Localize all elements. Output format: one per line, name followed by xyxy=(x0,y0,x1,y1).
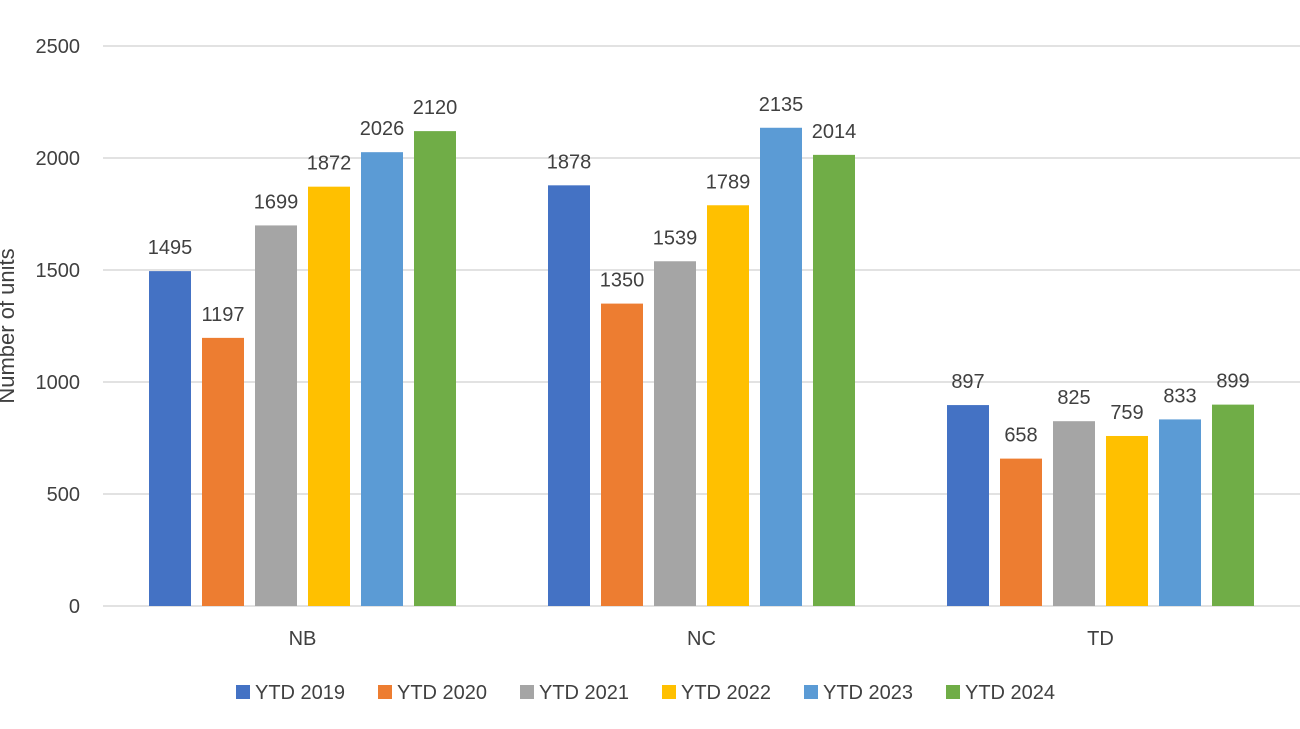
legend-label: YTD 2023 xyxy=(823,682,913,704)
data-labels: 1495 1197 1699 1872 2026 2120 1878 1350 1539 1789… xyxy=(148,94,1250,447)
y-tick-label: 1000 xyxy=(36,372,81,394)
data-label: 1699 xyxy=(254,191,299,213)
bar-td-ytd-2021 xyxy=(1053,421,1095,606)
legend-item: YTD 2019 xyxy=(236,682,345,704)
data-label: 897 xyxy=(951,371,984,393)
y-axis-label: Number of units xyxy=(0,248,19,403)
legend-swatch xyxy=(378,685,392,699)
gridlines xyxy=(103,45,1300,607)
data-label: 2120 xyxy=(413,97,458,119)
bar-td-ytd-2023 xyxy=(1159,419,1201,606)
legend-item: YTD 2023 xyxy=(804,682,913,704)
data-label: 899 xyxy=(1216,371,1249,393)
bar-nc-ytd-2019 xyxy=(548,185,590,606)
bar-nc-ytd-2024 xyxy=(813,154,855,606)
bar-nc-ytd-2022 xyxy=(707,205,749,606)
legend-item: YTD 2022 xyxy=(662,682,771,704)
legend-swatch xyxy=(520,685,534,699)
data-label: 1872 xyxy=(307,153,352,175)
legend-label: YTD 2024 xyxy=(965,682,1055,704)
legend-swatch xyxy=(236,685,250,699)
bar-td-ytd-2022 xyxy=(1106,435,1148,606)
bar-nb-ytd-2021 xyxy=(255,225,297,606)
x-category-label: TD xyxy=(1087,628,1114,650)
bar-nb-ytd-2022 xyxy=(308,186,350,606)
bars xyxy=(149,127,1254,606)
y-tick-label: 500 xyxy=(47,484,80,506)
data-label: 2135 xyxy=(759,94,804,116)
bar-nc-ytd-2021 xyxy=(654,261,696,606)
data-label: 1197 xyxy=(201,304,244,326)
x-axis-categories: NB NC TD xyxy=(289,628,1114,650)
bar-nc-ytd-2020 xyxy=(601,303,643,606)
y-tick-label: 0 xyxy=(69,596,80,618)
bar-td-ytd-2019 xyxy=(947,405,989,606)
x-category-label: NC xyxy=(687,628,716,650)
legend: YTD 2019 YTD 2020 YTD 2021 YTD 2022 YTD 2023… xyxy=(236,682,1055,704)
data-label: 1789 xyxy=(706,171,751,193)
legend-swatch xyxy=(946,685,960,699)
data-label: 658 xyxy=(1004,425,1037,447)
data-label: 2026 xyxy=(360,118,405,140)
legend-item: YTD 2024 xyxy=(946,682,1055,704)
bar-td-ytd-2024 xyxy=(1212,404,1254,606)
legend-swatch xyxy=(804,685,818,699)
data-label: 759 xyxy=(1110,402,1143,424)
y-tick-label: 1500 xyxy=(36,260,81,282)
data-label: 1495 xyxy=(148,237,193,259)
legend-item: YTD 2020 xyxy=(378,682,487,704)
data-label: 825 xyxy=(1057,387,1090,409)
data-label: 833 xyxy=(1163,385,1196,407)
legend-label: YTD 2019 xyxy=(255,682,345,704)
x-category-label: NB xyxy=(289,628,317,650)
bar-nb-ytd-2024 xyxy=(414,131,456,606)
data-label: 2014 xyxy=(812,121,857,143)
bar-td-ytd-2020 xyxy=(1000,458,1042,606)
legend-label: YTD 2021 xyxy=(539,682,629,704)
data-label: 1350 xyxy=(600,270,645,292)
y-tick-label: 2500 xyxy=(36,36,81,58)
data-label: 1539 xyxy=(653,227,698,249)
legend-label: YTD 2020 xyxy=(397,682,487,704)
bar-nb-ytd-2020 xyxy=(202,337,244,606)
bar-nb-ytd-2019 xyxy=(149,271,191,606)
legend-label: YTD 2022 xyxy=(681,682,771,704)
y-tick-label: 2000 xyxy=(36,148,81,170)
data-label: 1878 xyxy=(547,151,592,173)
legend-swatch xyxy=(662,685,676,699)
bar-nc-ytd-2023 xyxy=(760,127,802,606)
bar-nb-ytd-2023 xyxy=(361,152,403,606)
y-axis-ticks: 0 500 1000 1500 2000 2500 xyxy=(36,36,81,618)
legend-item: YTD 2021 xyxy=(520,682,629,704)
